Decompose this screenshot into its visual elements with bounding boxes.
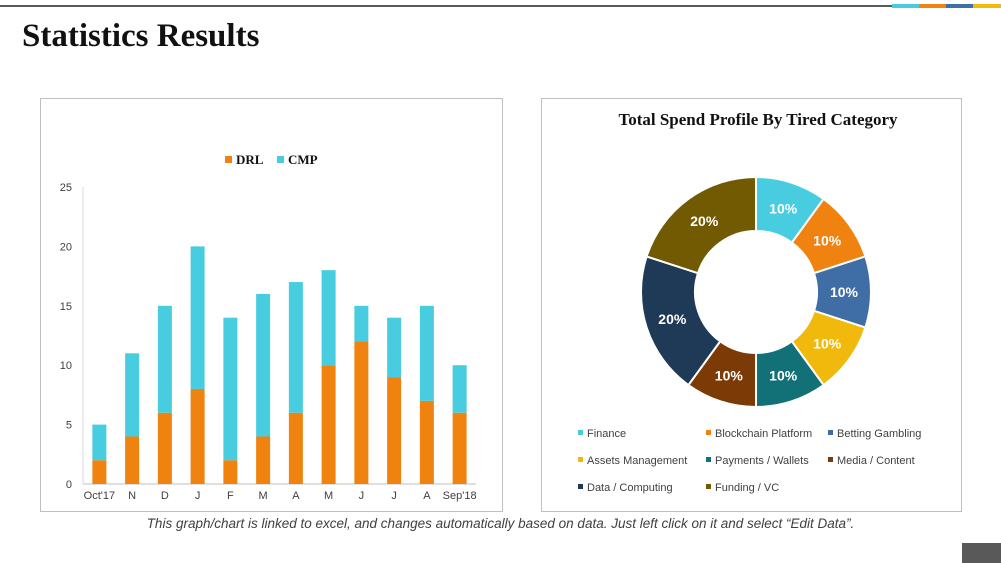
footnote: This graph/chart is linked to excel, and… — [146, 516, 855, 531]
legend-swatch — [828, 430, 833, 435]
bar-cmp-1[interactable] — [125, 353, 140, 437]
bar-drl-11[interactable] — [452, 412, 467, 484]
bar-drl-10[interactable] — [419, 400, 434, 484]
x-tick-label: D — [161, 490, 169, 502]
legend-swatch — [706, 430, 711, 435]
y-tick-label: 15 — [60, 301, 72, 313]
bar-cmp-8[interactable] — [354, 305, 369, 342]
donut-slice-label: 10% — [715, 368, 744, 384]
y-tick-label: 5 — [66, 420, 72, 432]
donut-slice-funding-vc[interactable] — [645, 175, 757, 275]
donut-chart[interactable]: Total Spend Profile By Tired Category 10%… — [542, 99, 961, 511]
bar-drl-4[interactable] — [223, 460, 238, 484]
legend-label: Payments / Wallets — [715, 455, 809, 467]
x-tick-label: N — [128, 490, 136, 502]
donut-slice-label: 10% — [813, 232, 842, 248]
accent-stripe-4 — [973, 4, 1001, 8]
legend-swatch — [578, 484, 583, 489]
bar-drl-5[interactable] — [256, 436, 271, 484]
bar-drl-0[interactable] — [92, 460, 107, 484]
accent-stripe-3 — [946, 4, 973, 8]
x-tick-label: M — [324, 490, 333, 502]
donut-slice-label: 10% — [830, 284, 859, 300]
donut-slice-data-computing[interactable] — [640, 255, 722, 387]
accent-stripe-2 — [919, 4, 946, 8]
donut-title: Total Spend Profile By Tired Category — [618, 110, 898, 129]
legend-label: Betting Gambling — [837, 428, 921, 440]
x-tick-label: Sep'18 — [443, 490, 477, 502]
donut-slice-label: 10% — [769, 368, 798, 384]
y-tick-label: 20 — [60, 241, 72, 253]
bar-drl-7[interactable] — [321, 365, 336, 484]
x-tick-label: A — [292, 490, 300, 502]
donut-slice-label: 20% — [658, 311, 687, 327]
bar-cmp-10[interactable] — [419, 305, 434, 401]
donut-slice-label: 20% — [690, 213, 719, 229]
legend-label: Funding / VC — [715, 482, 779, 494]
bar-drl-1[interactable] — [125, 436, 140, 484]
legend-swatch — [578, 430, 583, 435]
x-tick-label: J — [391, 490, 397, 502]
x-tick-label: Oct'17 — [84, 490, 115, 502]
legend-swatch — [706, 484, 711, 489]
donut-slice-label: 10% — [769, 200, 798, 216]
bar-cmp-9[interactable] — [387, 317, 402, 378]
bar-cmp-2[interactable] — [157, 305, 172, 413]
bar-cmp-0[interactable] — [92, 424, 107, 461]
corner-block — [962, 543, 1001, 563]
legend-swatch-drl — [225, 156, 232, 163]
top-rule — [0, 5, 1001, 7]
stacked-bar-chart[interactable]: DRL CMP 0 5 10 15 20 25 Oct'17 N D J F M A M J J A Sep'18 — [41, 99, 502, 511]
bar-cmp-6[interactable] — [288, 282, 303, 413]
legend-swatch — [706, 457, 711, 462]
bar-cmp-11[interactable] — [452, 365, 467, 413]
y-tick-label: 0 — [66, 479, 72, 491]
bar-drl-6[interactable] — [288, 412, 303, 484]
legend-label: Blockchain Platform — [715, 428, 812, 440]
donut-chart-panel: Total Spend Profile By Tired Category 10%… — [541, 98, 962, 512]
legend-label: Assets Management — [587, 455, 687, 467]
x-tick-label: J — [359, 490, 365, 502]
bar-cmp-5[interactable] — [256, 293, 271, 437]
bar-cmp-7[interactable] — [321, 270, 336, 366]
x-tick-label: M — [259, 490, 268, 502]
bar-cmp-4[interactable] — [223, 317, 238, 461]
legend-label-drl: DRL — [236, 152, 264, 167]
page-title: Statistics Results — [22, 18, 260, 54]
bar-drl-9[interactable] — [387, 377, 402, 484]
legend-label: Media / Content — [837, 455, 915, 467]
legend-label-cmp: CMP — [288, 152, 318, 167]
accent-stripe-1 — [892, 4, 919, 8]
bar-cmp-3[interactable] — [190, 246, 205, 389]
x-tick-label: A — [423, 490, 431, 502]
bar-drl-8[interactable] — [354, 341, 369, 484]
legend-swatch — [578, 457, 583, 462]
bar-chart-panel: DRL CMP 0 5 10 15 20 25 Oct'17 N D J F M A M J J A Sep'18 — [40, 98, 503, 512]
x-tick-label: F — [227, 490, 234, 502]
legend-label: Finance — [587, 428, 626, 440]
legend-swatch-cmp — [277, 156, 284, 163]
bar-drl-3[interactable] — [190, 388, 205, 484]
legend-label: Data / Computing — [587, 482, 673, 494]
legend-swatch — [828, 457, 833, 462]
y-tick-label: 10 — [60, 360, 72, 372]
bar-drl-2[interactable] — [157, 412, 172, 484]
x-tick-label: J — [195, 490, 201, 502]
donut-slice-label: 10% — [813, 336, 842, 352]
y-tick-label: 25 — [60, 182, 72, 194]
